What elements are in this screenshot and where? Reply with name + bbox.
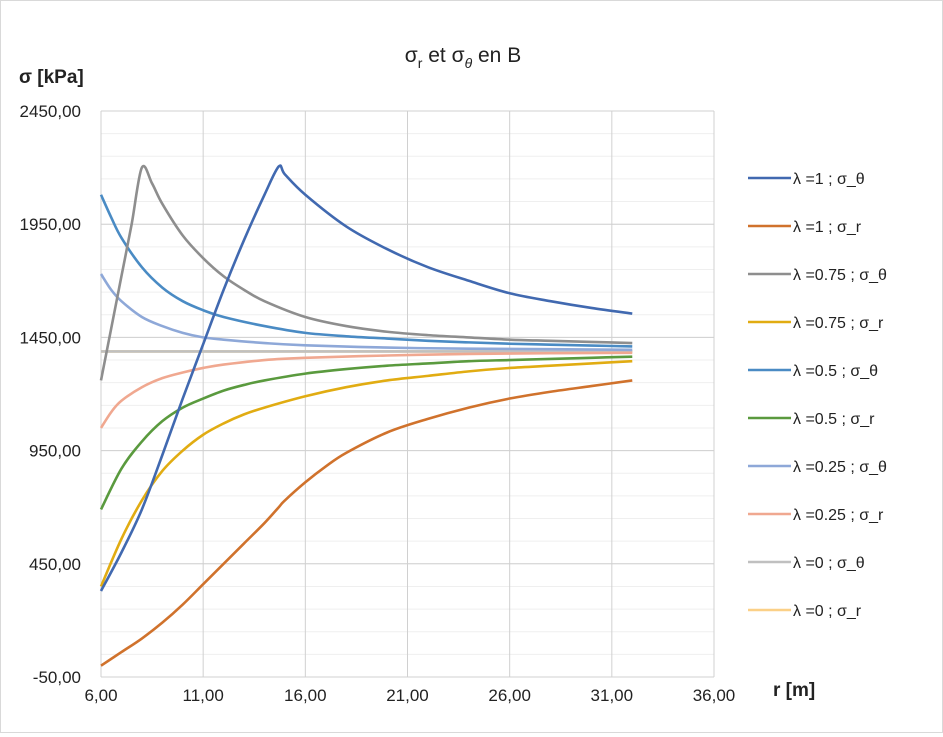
y-tick-label: 1950,00 bbox=[20, 215, 81, 234]
x-tick-label: 26,00 bbox=[488, 686, 531, 705]
y-axis-title: σ [kPa] bbox=[19, 67, 84, 88]
title-tail: en B bbox=[472, 44, 521, 67]
legend-label-7: λ =0.25 ; σ_θ bbox=[793, 459, 887, 476]
title-sub-theta: θ bbox=[465, 55, 473, 71]
y-tick-label: -50,00 bbox=[33, 668, 81, 687]
series-layer bbox=[99, 164, 633, 667]
legend-label-3: λ =0.75 ; σ_θ bbox=[793, 267, 887, 284]
x-tick-label: 16,00 bbox=[284, 686, 327, 705]
series-line-3 bbox=[99, 164, 633, 381]
x-tick-label: 31,00 bbox=[591, 686, 634, 705]
tick-layer: -50,00 450,00 950,00 1450,00 1950,00 2450,00 6… bbox=[20, 102, 736, 705]
title-middle: et σ bbox=[422, 44, 464, 67]
x-tick-label: 36,00 bbox=[693, 686, 736, 705]
y-tick-label: 450,00 bbox=[29, 555, 81, 574]
legend-label-10: λ =0 ; σ_r bbox=[793, 603, 862, 620]
x-tick-label: 6,00 bbox=[84, 686, 117, 705]
legend-label-6: λ =0.5 ; σ_r bbox=[793, 411, 875, 428]
legend-label-1: λ =1 ; σ_θ bbox=[793, 171, 865, 188]
legend-label-9: λ =0 ; σ_θ bbox=[793, 555, 865, 572]
series-line-1 bbox=[99, 164, 633, 592]
title-sub-r: r bbox=[418, 55, 423, 71]
y-tick-label: 2450,00 bbox=[20, 102, 81, 121]
y-tick-label: 1450,00 bbox=[20, 328, 81, 347]
series-line-7 bbox=[99, 273, 633, 352]
legend-label-5: λ =0.5 ; σ_θ bbox=[793, 363, 878, 380]
legend-label-8: λ =0.25 ; σ_r bbox=[793, 507, 884, 524]
x-tick-label: 11,00 bbox=[183, 686, 224, 705]
series-line-8 bbox=[99, 351, 633, 429]
legend-label-2: λ =1 ; σ_r bbox=[793, 219, 862, 236]
series-line-5 bbox=[99, 194, 633, 348]
grid-layer bbox=[100, 110, 715, 678]
title-sigma-r: σ bbox=[405, 44, 418, 67]
y-tick-label: 950,00 bbox=[29, 442, 81, 461]
legend-label-4: λ =0.75 ; σ_r bbox=[793, 315, 884, 332]
x-axis-title: r [m] bbox=[773, 680, 815, 701]
chart-title: σr et σθ en B bbox=[405, 44, 521, 71]
series-line-4 bbox=[99, 359, 633, 587]
legend: λ =1 ; σ_θ λ =1 ; σ_r λ =0.75 ; σ_θ λ =0.75… bbox=[748, 171, 887, 620]
x-tick-label: 21,00 bbox=[386, 686, 429, 705]
series-line-2 bbox=[100, 379, 633, 667]
series-line-6 bbox=[99, 355, 633, 511]
